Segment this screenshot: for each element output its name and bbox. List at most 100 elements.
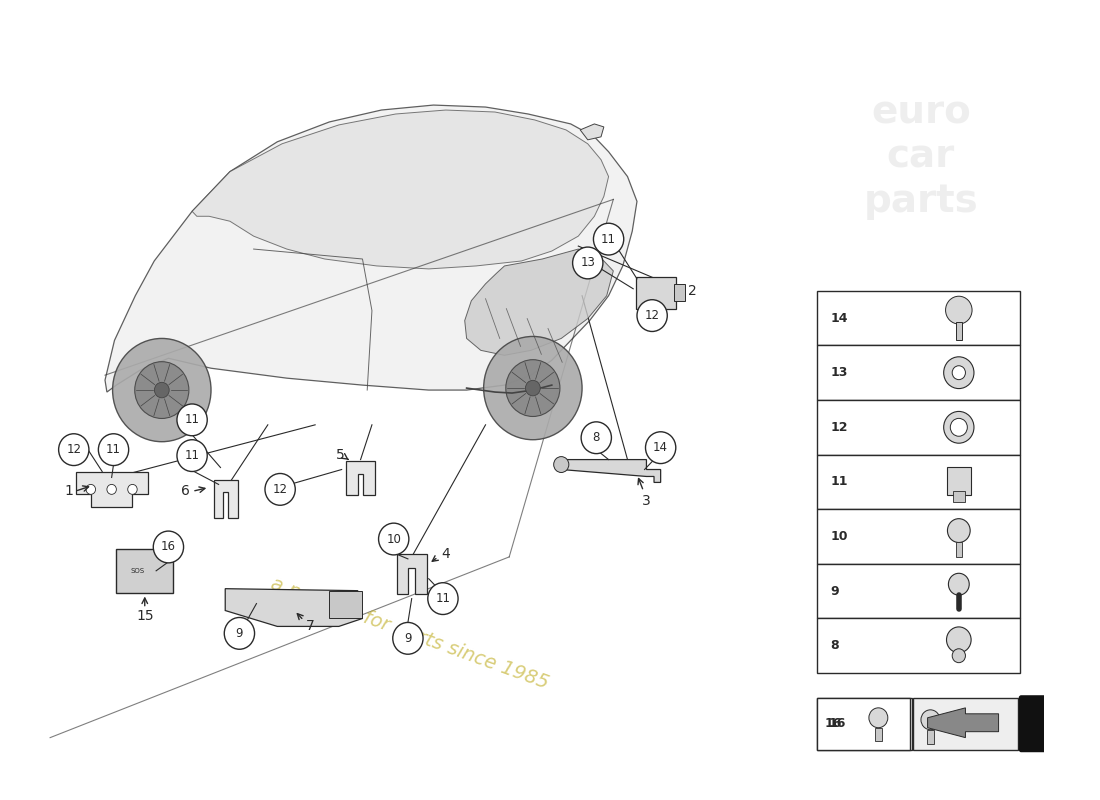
Circle shape — [506, 360, 560, 417]
Text: 12: 12 — [830, 421, 848, 434]
Text: 14: 14 — [830, 311, 848, 325]
Bar — [817, 698, 913, 750]
Text: 9: 9 — [235, 627, 243, 640]
Bar — [817, 290, 1021, 346]
Polygon shape — [192, 110, 608, 269]
Circle shape — [869, 708, 888, 728]
Circle shape — [58, 434, 89, 466]
Circle shape — [134, 362, 189, 418]
Text: 11: 11 — [106, 443, 121, 456]
Circle shape — [428, 582, 458, 614]
Text: 16: 16 — [824, 718, 842, 730]
Circle shape — [953, 649, 966, 662]
Bar — [817, 346, 1021, 400]
FancyBboxPatch shape — [636, 277, 675, 309]
Circle shape — [154, 382, 169, 398]
Circle shape — [553, 457, 569, 473]
Circle shape — [593, 223, 624, 255]
Circle shape — [646, 432, 675, 463]
Circle shape — [921, 710, 939, 730]
Text: 1: 1 — [65, 484, 74, 498]
Polygon shape — [104, 105, 637, 392]
Circle shape — [948, 574, 969, 595]
Text: 2: 2 — [688, 284, 696, 298]
Text: 15: 15 — [136, 610, 154, 623]
FancyBboxPatch shape — [1020, 696, 1100, 751]
Circle shape — [484, 337, 582, 440]
Text: 7: 7 — [306, 619, 315, 634]
Text: 11: 11 — [185, 449, 199, 462]
Text: 4: 4 — [441, 547, 450, 561]
Bar — [926, 730, 934, 743]
FancyBboxPatch shape — [674, 284, 685, 301]
Text: 14: 14 — [653, 441, 668, 454]
Text: a passion for parts since 1985: a passion for parts since 1985 — [268, 574, 551, 693]
Polygon shape — [397, 554, 427, 594]
Circle shape — [637, 300, 668, 331]
Circle shape — [177, 404, 207, 436]
Text: 11: 11 — [436, 592, 450, 605]
Text: 13: 13 — [830, 366, 847, 379]
Polygon shape — [226, 589, 363, 626]
Circle shape — [265, 474, 295, 506]
Circle shape — [947, 518, 970, 542]
Text: 10: 10 — [386, 533, 402, 546]
Bar — [817, 618, 1021, 673]
Text: 12: 12 — [273, 483, 287, 496]
Circle shape — [128, 485, 138, 494]
Circle shape — [946, 296, 972, 324]
Bar — [817, 510, 1021, 564]
Circle shape — [112, 338, 211, 442]
Text: 11: 11 — [830, 475, 848, 489]
Circle shape — [378, 523, 409, 555]
Circle shape — [581, 422, 612, 454]
Bar — [956, 542, 961, 558]
Text: 9: 9 — [830, 585, 838, 598]
Circle shape — [393, 622, 424, 654]
Text: 8: 8 — [593, 431, 600, 444]
Circle shape — [107, 485, 117, 494]
Text: 16: 16 — [828, 718, 846, 730]
Text: 11: 11 — [601, 233, 616, 246]
Bar — [817, 400, 1021, 454]
Text: 11: 11 — [185, 414, 199, 426]
Circle shape — [177, 440, 207, 471]
Circle shape — [86, 485, 96, 494]
Circle shape — [944, 411, 974, 443]
Bar — [956, 322, 961, 340]
FancyBboxPatch shape — [953, 491, 965, 502]
Text: 3: 3 — [642, 494, 651, 508]
Text: 16: 16 — [161, 541, 176, 554]
Circle shape — [224, 618, 254, 650]
Text: 863 13: 863 13 — [1044, 716, 1100, 731]
Polygon shape — [76, 471, 147, 507]
Circle shape — [946, 627, 971, 653]
Text: 10: 10 — [830, 530, 848, 543]
Text: 863 13: 863 13 — [939, 716, 998, 731]
Polygon shape — [580, 124, 604, 140]
Bar — [913, 698, 1018, 750]
Bar — [817, 454, 1021, 510]
Circle shape — [944, 357, 974, 389]
Circle shape — [153, 531, 184, 563]
Polygon shape — [561, 459, 661, 482]
Text: 13: 13 — [581, 257, 595, 270]
Text: 5: 5 — [337, 448, 345, 462]
Bar — [817, 698, 910, 750]
Polygon shape — [346, 461, 375, 495]
Circle shape — [573, 247, 603, 279]
Bar — [817, 564, 1021, 618]
FancyBboxPatch shape — [117, 549, 173, 593]
FancyBboxPatch shape — [946, 467, 971, 495]
Text: 12: 12 — [645, 309, 660, 322]
Circle shape — [950, 418, 967, 436]
Circle shape — [953, 366, 966, 380]
Circle shape — [98, 434, 129, 466]
Text: 9: 9 — [404, 632, 411, 645]
Bar — [874, 728, 882, 741]
Polygon shape — [213, 481, 238, 518]
Polygon shape — [927, 708, 999, 738]
Circle shape — [526, 380, 540, 396]
Polygon shape — [464, 249, 614, 355]
Text: 8: 8 — [830, 639, 838, 652]
